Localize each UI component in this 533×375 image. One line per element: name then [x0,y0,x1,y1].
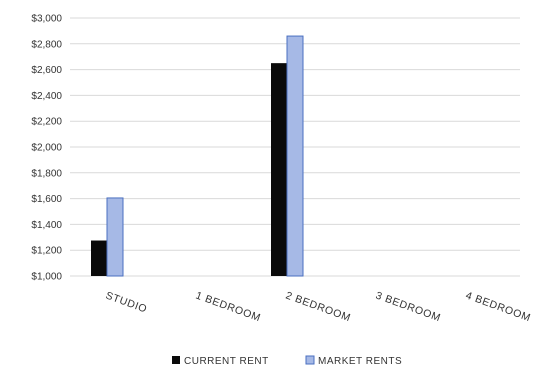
y-axis-tick-labels: $1,000 $1,200 $1,400 $1,600 $1,800 $2,000 $2,2… [31,14,62,283]
x-category-label: 4 BEDROOM [464,290,532,325]
y-tick-label: $2,400 [31,91,62,102]
bar-current-rent-2-bedroom [271,63,287,277]
y-tick-label: $3,000 [31,14,62,25]
x-category-label: 3 BEDROOM [374,290,442,325]
x-category-label: STUDIO [104,290,149,316]
y-tick-label: $1,800 [31,168,62,179]
x-axis-category-labels: STUDIO 1 BEDROOM 2 BEDROOM 3 BEDROOM 4 BEDRO… [104,290,532,325]
legend: CURRENT RENT MARKET RENTS [172,355,402,367]
legend-label-market-rents: MARKET RENTS [318,356,402,367]
legend-label-current-rent: CURRENT RENT [184,356,269,367]
y-tick-label: $2,000 [31,143,62,154]
y-tick-label: $2,800 [31,39,62,50]
y-tick-label: $2,200 [31,117,62,128]
legend-swatch-market-rents [305,355,315,365]
y-tick-label: $1,200 [31,246,62,257]
y-tick-label: $1,000 [31,272,62,283]
bar-market-rents-studio [106,197,124,277]
y-tick-label: $2,600 [31,65,62,76]
bars [91,35,304,277]
y-tick-label: $1,400 [31,220,62,231]
x-category-label: 2 BEDROOM [284,290,352,325]
x-category-label: 1 BEDROOM [194,290,262,325]
bar-market-rents-2-bedroom [286,35,304,277]
y-tick-label: $1,600 [31,194,62,205]
bar-current-rent-studio [91,240,107,276]
legend-swatch-current-rent [172,356,180,364]
